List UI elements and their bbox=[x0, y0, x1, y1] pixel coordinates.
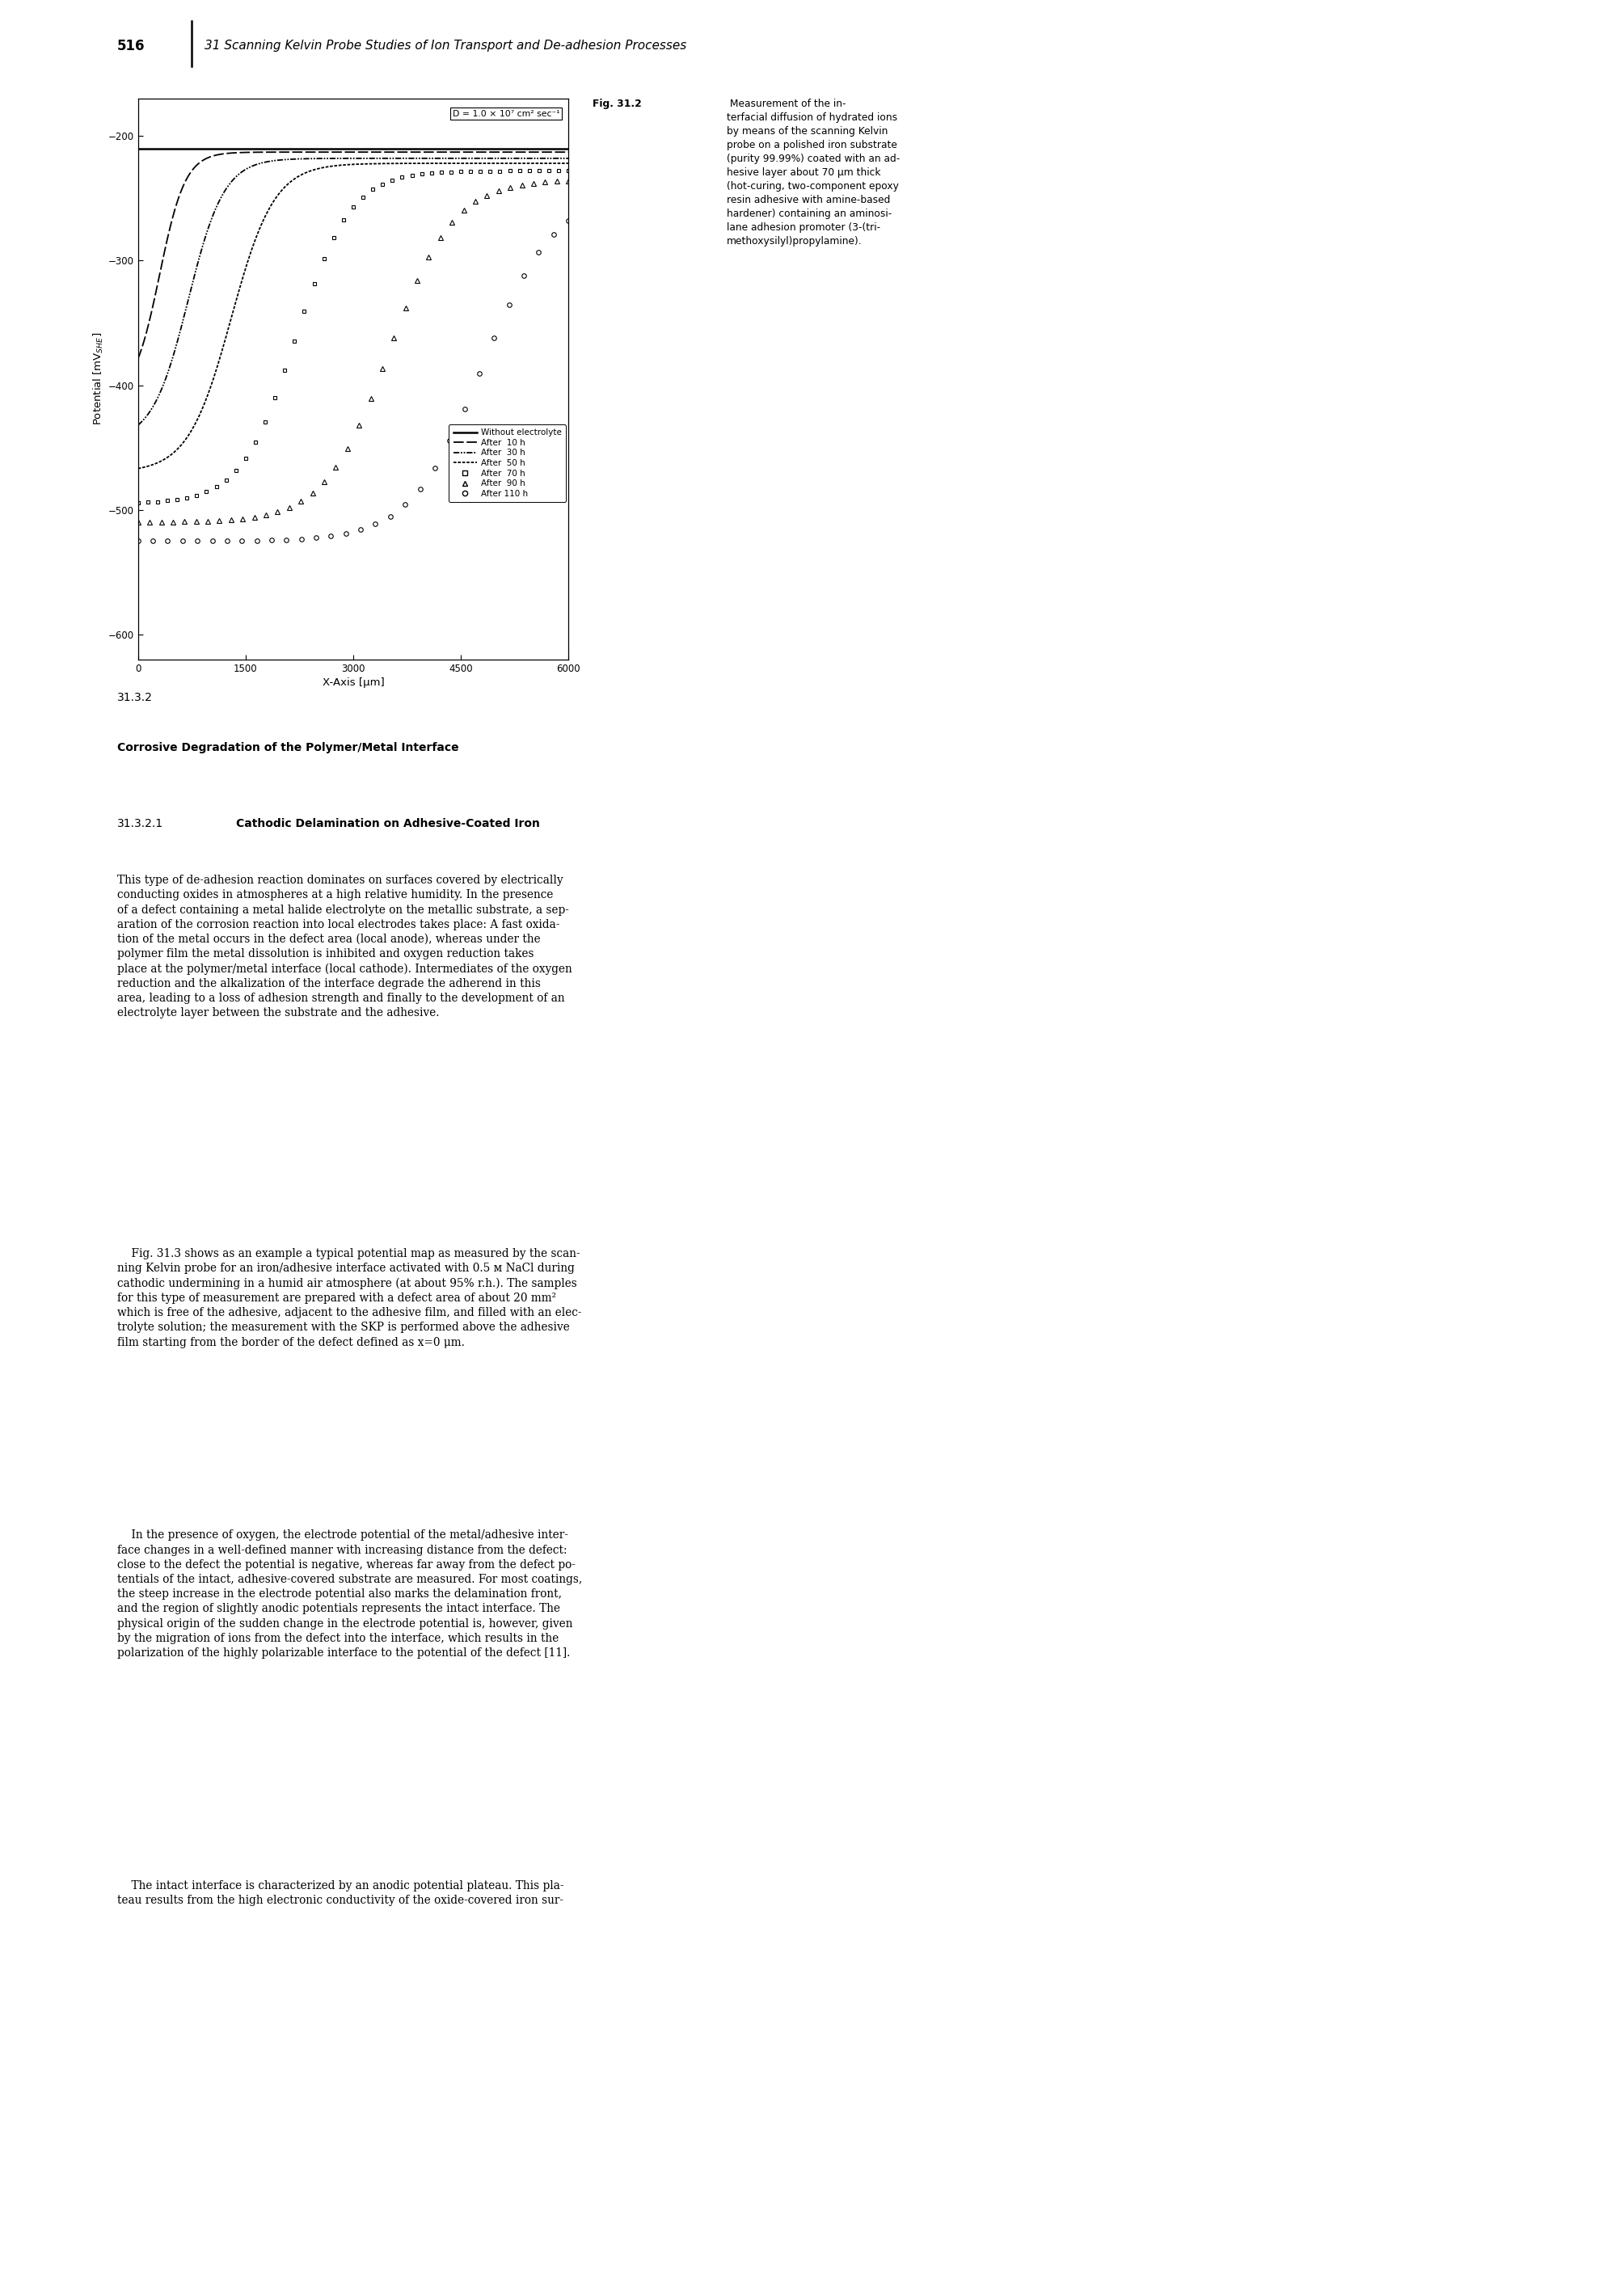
Text: Fig. 31.3 shows as an example a typical potential map as measured by the scan-
n: Fig. 31.3 shows as an example a typical … bbox=[117, 1248, 581, 1349]
Text: In the presence of oxygen, the electrode potential of the metal/adhesive inter-
: In the presence of oxygen, the electrode… bbox=[117, 1530, 581, 1658]
Text: 31.3.2.1: 31.3.2.1 bbox=[117, 818, 162, 829]
Text: D = 1.0 × 10⁷ cm² sec⁻¹: D = 1.0 × 10⁷ cm² sec⁻¹ bbox=[453, 110, 560, 117]
Text: Measurement of the in-
terfacial diffusion of hydrated ions
by means of the scan: Measurement of the in- terfacial diffusi… bbox=[728, 98, 900, 247]
Text: 31 Scanning Kelvin Probe Studies of Ion Transport and De-adhesion Processes: 31 Scanning Kelvin Probe Studies of Ion … bbox=[205, 39, 687, 53]
Y-axis label: Potential [mV$_{SHE}$]: Potential [mV$_{SHE}$] bbox=[93, 332, 106, 426]
Text: Cathodic Delamination on Adhesive-Coated Iron: Cathodic Delamination on Adhesive-Coated… bbox=[235, 818, 539, 829]
Legend: Without electrolyte, After  10 h, After  30 h, After  50 h, After  70 h, After  : Without electrolyte, After 10 h, After 3… bbox=[448, 424, 565, 502]
Text: 31.3.2: 31.3.2 bbox=[117, 692, 153, 703]
Text: 516: 516 bbox=[117, 39, 145, 53]
X-axis label: X-Axis [μm]: X-Axis [μm] bbox=[322, 678, 385, 687]
Text: Corrosive Degradation of the Polymer/Metal Interface: Corrosive Degradation of the Polymer/Met… bbox=[117, 742, 458, 753]
Text: Fig. 31.2: Fig. 31.2 bbox=[593, 98, 641, 110]
Text: This type of de-adhesion reaction dominates on surfaces covered by electrically
: This type of de-adhesion reaction domina… bbox=[117, 875, 572, 1019]
Text: The intact interface is characterized by an anodic potential plateau. This pla-
: The intact interface is characterized by… bbox=[117, 1880, 564, 1905]
